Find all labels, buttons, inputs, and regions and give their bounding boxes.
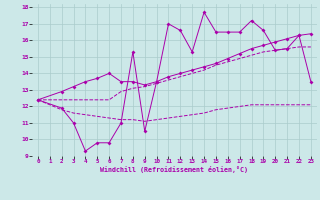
X-axis label: Windchill (Refroidissement éolien,°C): Windchill (Refroidissement éolien,°C) bbox=[100, 166, 248, 173]
